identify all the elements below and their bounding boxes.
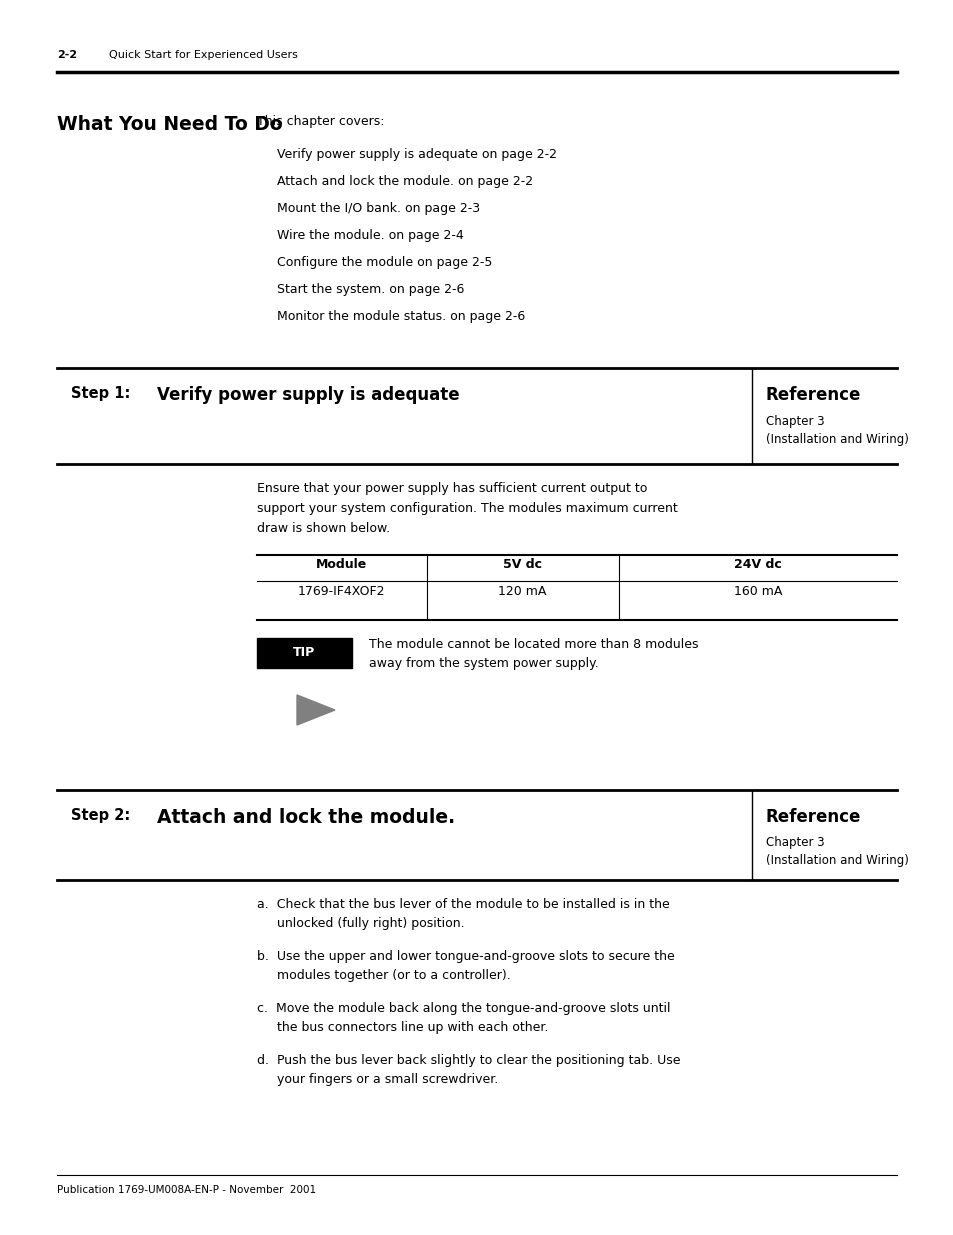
Text: The module cannot be located more than 8 modules
away from the system power supp: The module cannot be located more than 8… [369,638,698,671]
Text: 2-2: 2-2 [57,49,77,61]
Text: 24V dc: 24V dc [733,558,781,571]
Text: Step 1:: Step 1: [71,387,131,401]
Text: Module: Module [315,558,367,571]
Text: Quick Start for Experienced Users: Quick Start for Experienced Users [109,49,297,61]
Text: Configure the module on page 2-5: Configure the module on page 2-5 [276,256,492,269]
Text: This chapter covers:: This chapter covers: [256,115,384,128]
Text: Attach and lock the module.: Attach and lock the module. [157,808,455,827]
Text: Ensure that your power supply has sufficient current output to
support your syst: Ensure that your power supply has suffic… [256,482,677,535]
Text: 5V dc: 5V dc [502,558,541,571]
Text: a.  Check that the bus lever of the module to be installed is in the
     unlock: a. Check that the bus lever of the modul… [256,898,669,930]
Text: Step 2:: Step 2: [71,808,131,823]
Text: Chapter 3
(Installation and Wiring): Chapter 3 (Installation and Wiring) [765,415,908,446]
Text: 160 mA: 160 mA [733,585,781,598]
Text: 120 mA: 120 mA [497,585,546,598]
Text: Attach and lock the module. on page 2-2: Attach and lock the module. on page 2-2 [276,175,533,188]
Text: Monitor the module status. on page 2-6: Monitor the module status. on page 2-6 [276,310,525,324]
Bar [256,638,352,668]
Text: Verify power supply is adequate on page 2-2: Verify power supply is adequate on page … [276,148,557,161]
Text: What You Need To Do: What You Need To Do [57,115,282,135]
Text: Verify power supply is adequate: Verify power supply is adequate [157,387,459,404]
Text: Mount the I/O bank. on page 2-3: Mount the I/O bank. on page 2-3 [276,203,479,215]
Text: Start the system. on page 2-6: Start the system. on page 2-6 [276,283,464,296]
Text: Publication 1769-UM008A-EN-P - November  2001: Publication 1769-UM008A-EN-P - November … [57,1186,315,1195]
Text: b.  Use the upper and lower tongue-and-groove slots to secure the
     modules t: b. Use the upper and lower tongue-and-gr… [256,950,674,982]
Text: Wire the module. on page 2-4: Wire the module. on page 2-4 [276,228,463,242]
Text: d.  Push the bus lever back slightly to clear the positioning tab. Use
     your: d. Push the bus lever back slightly to c… [256,1053,679,1086]
Text: Chapter 3
(Installation and Wiring): Chapter 3 (Installation and Wiring) [765,836,908,867]
Text: TIP: TIP [294,646,315,659]
Text: Reference: Reference [765,808,861,826]
Text: Reference: Reference [765,387,861,404]
Text: c.  Move the module back along the tongue-and-groove slots until
     the bus co: c. Move the module back along the tongue… [256,1002,670,1034]
Text: 1769-IF4XOF2: 1769-IF4XOF2 [297,585,385,598]
Polygon shape [296,695,335,725]
